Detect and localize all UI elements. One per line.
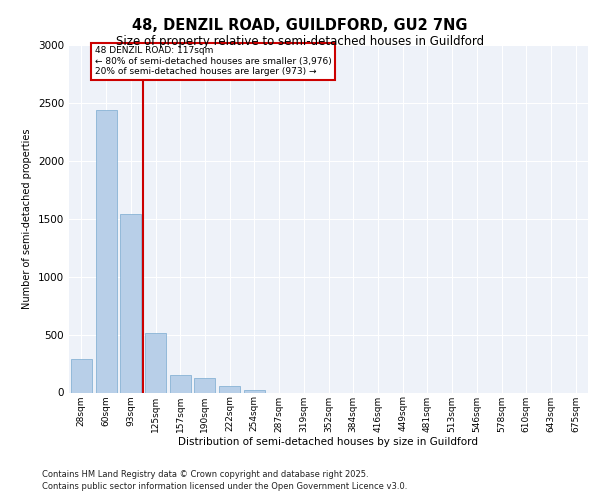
Text: 48 DENZIL ROAD: 117sqm
← 80% of semi-detached houses are smaller (3,976)
20% of : 48 DENZIL ROAD: 117sqm ← 80% of semi-det…	[95, 46, 332, 76]
Text: Contains HM Land Registry data © Crown copyright and database right 2025.: Contains HM Land Registry data © Crown c…	[42, 470, 368, 479]
Text: Contains public sector information licensed under the Open Government Licence v3: Contains public sector information licen…	[42, 482, 407, 491]
Bar	[219, 386, 240, 392]
Bar	[95, 110, 116, 393]
Bar	[71, 359, 92, 392]
Bar	[244, 390, 265, 392]
Text: 48, DENZIL ROAD, GUILDFORD, GU2 7NG: 48, DENZIL ROAD, GUILDFORD, GU2 7NG	[132, 18, 468, 32]
Text: Size of property relative to semi-detached houses in Guildford: Size of property relative to semi-detach…	[116, 35, 484, 48]
Bar	[194, 378, 215, 392]
Bar	[145, 334, 166, 392]
Y-axis label: Number of semi-detached properties: Number of semi-detached properties	[22, 128, 32, 309]
Bar	[170, 375, 191, 392]
X-axis label: Distribution of semi-detached houses by size in Guildford: Distribution of semi-detached houses by …	[179, 437, 479, 447]
Bar	[120, 214, 141, 392]
